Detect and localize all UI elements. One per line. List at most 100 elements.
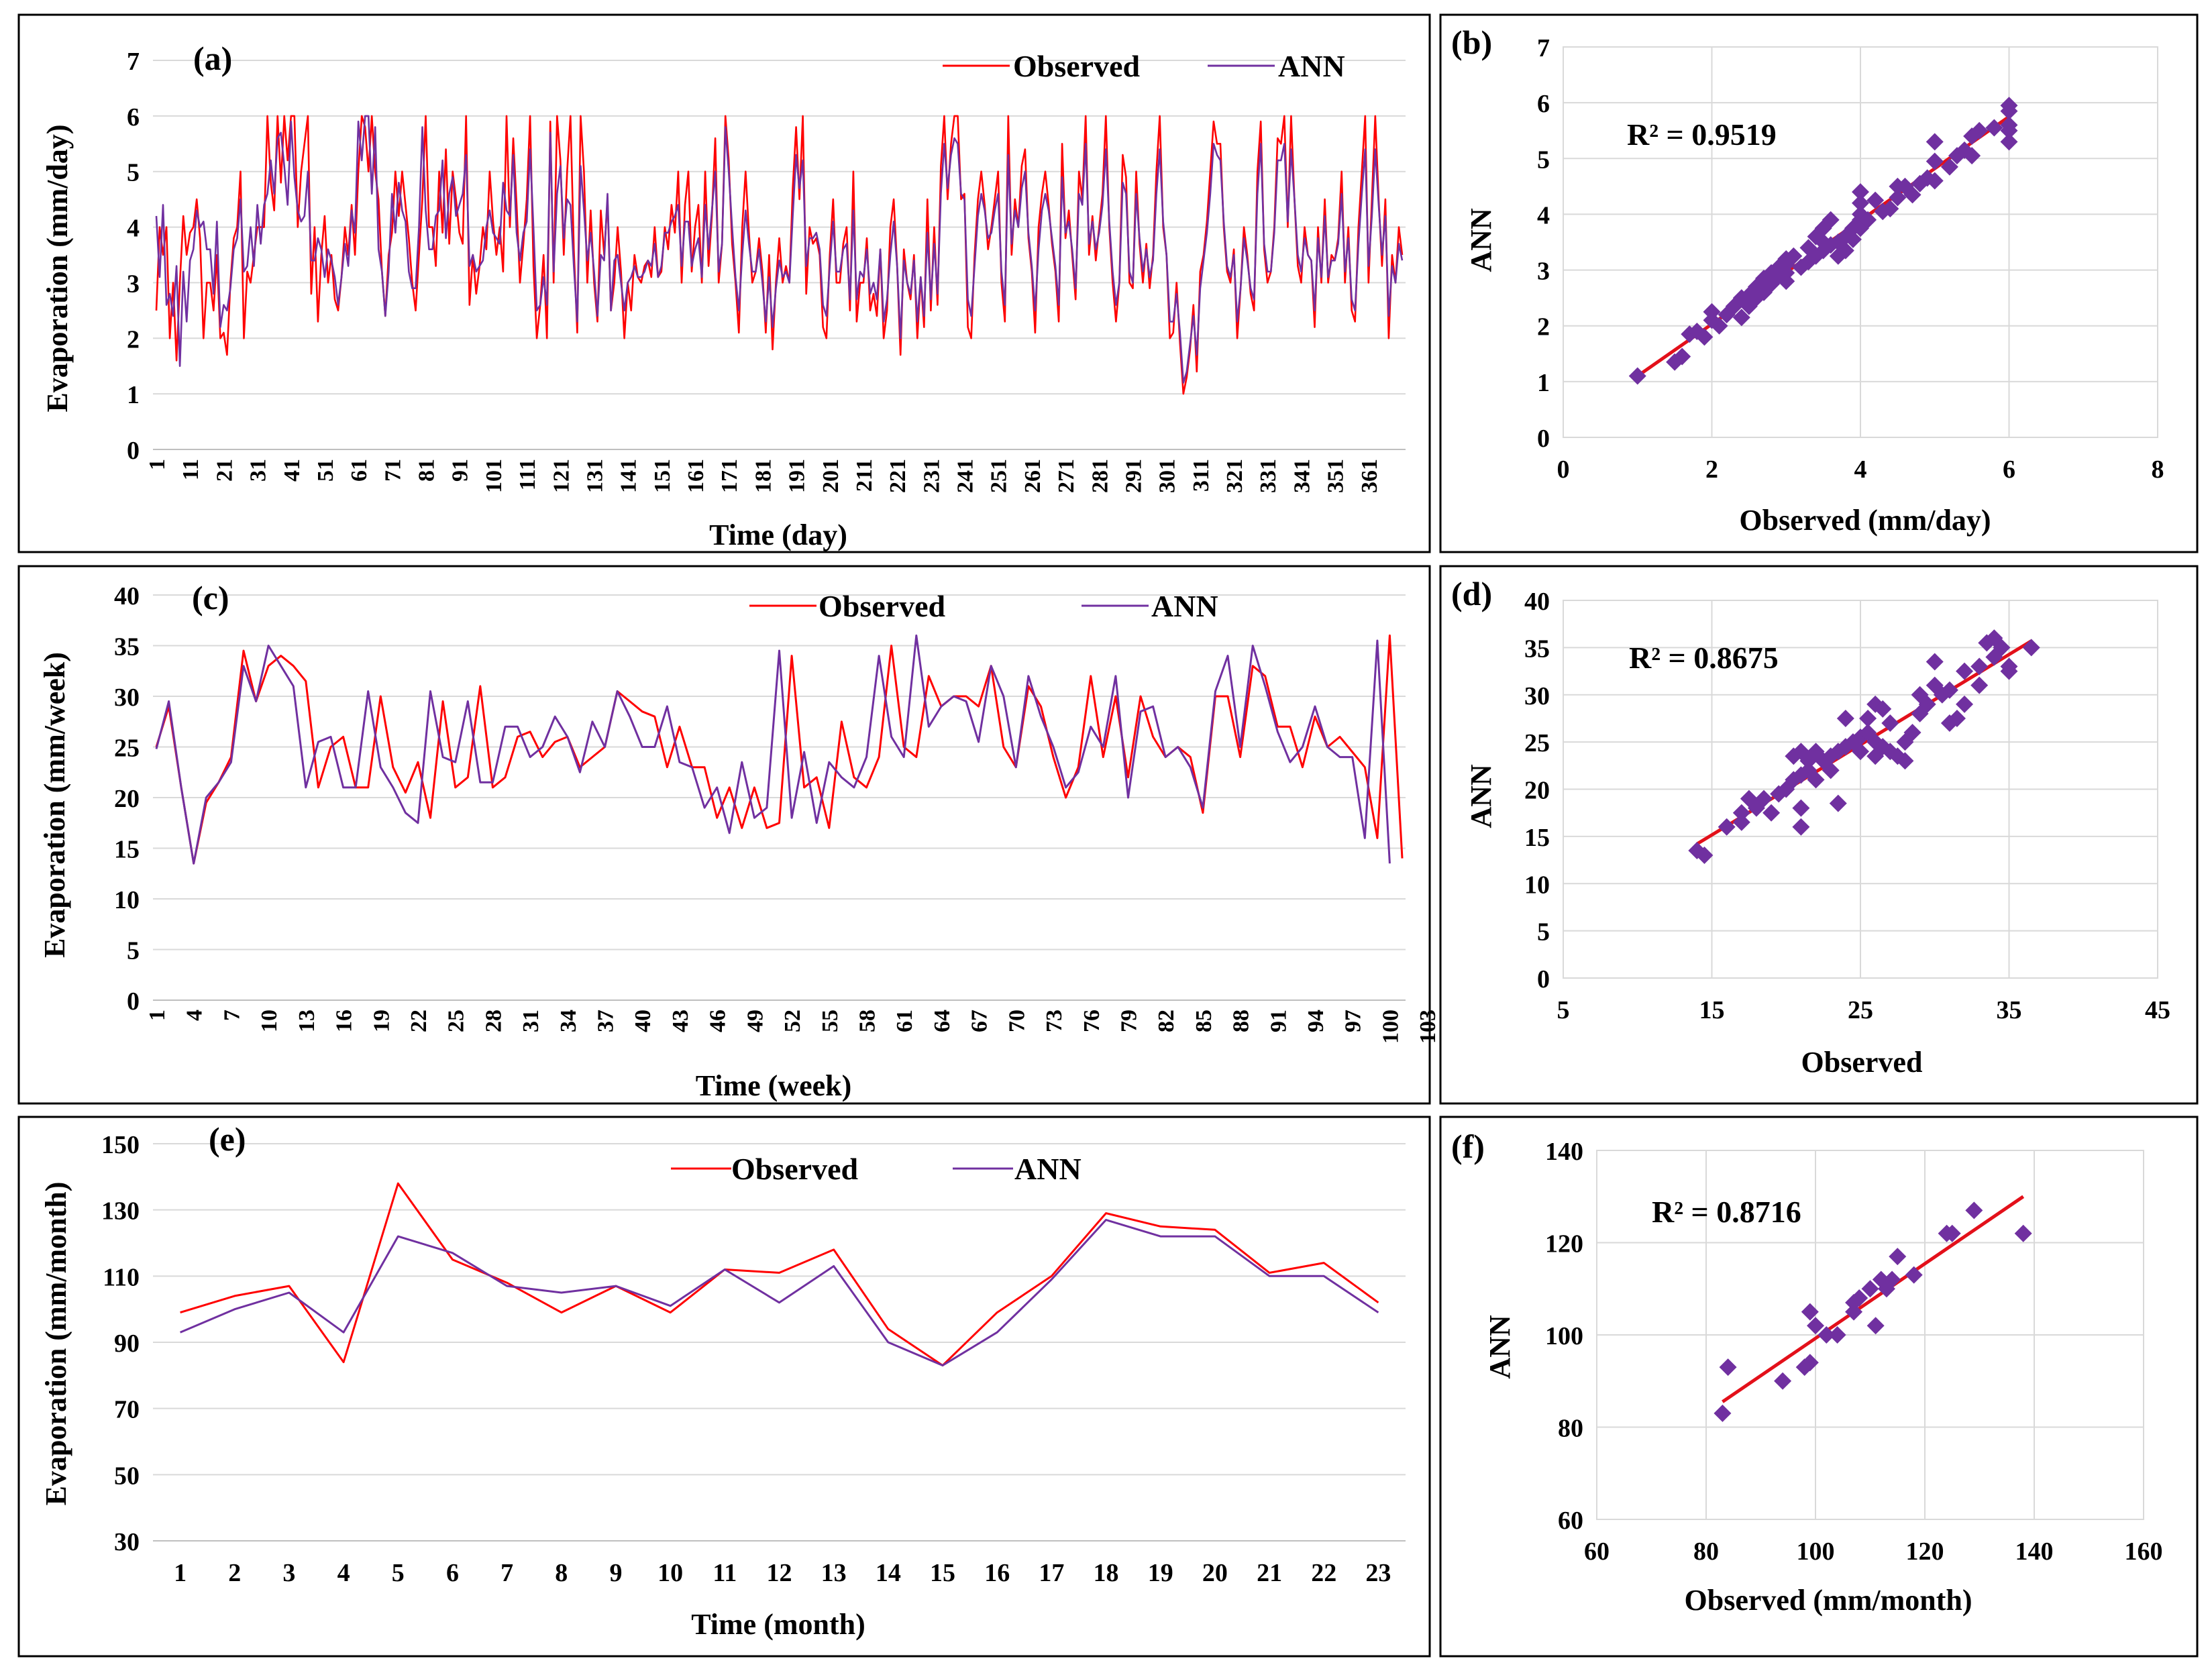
panel-a-xtick: 51 xyxy=(313,459,338,482)
panel-b-label: (b) xyxy=(1451,23,1492,61)
panel-d-ytick: 15 xyxy=(1524,824,1550,852)
panel-e-ytick: 90 xyxy=(114,1330,140,1358)
panel-b-point xyxy=(1852,183,1869,201)
panel-a-xtick: 1 xyxy=(145,459,170,470)
panel-e-xtick: 5 xyxy=(392,1559,405,1587)
panel-b-point xyxy=(1695,328,1714,346)
panel-c-xtick: 31 xyxy=(519,1010,543,1032)
panel-d-label: (d) xyxy=(1451,575,1492,612)
panel-a-legend: Observed ANN xyxy=(943,49,1345,83)
panel-a-xtick: 281 xyxy=(1088,459,1112,493)
panel-e-xlabel: Time (month) xyxy=(691,1608,865,1641)
panel-a-xtick: 121 xyxy=(549,459,574,493)
panel-f-point xyxy=(1965,1201,1983,1220)
panel-b-ytick: 4 xyxy=(1537,201,1550,229)
panel-f: 60 80 100 120 140 60 80 100 120 140 160 (f) R² = 0… xyxy=(1451,1128,2163,1617)
panel-f-point xyxy=(1943,1224,1961,1242)
panel-d-r2: R² = 0.8675 xyxy=(1629,641,1779,675)
panel-b-ytick: 6 xyxy=(1537,90,1550,118)
panel-e-xtick: 9 xyxy=(609,1559,622,1587)
panel-a-xtick: 251 xyxy=(987,459,1012,493)
panel-c-xtick: 61 xyxy=(892,1010,917,1032)
panel-c-ytick: 40 xyxy=(114,582,140,610)
panel-f-point xyxy=(2014,1224,2032,1242)
panel-d-ylabel: ANN xyxy=(1465,764,1497,828)
panel-a-xtick: 361 xyxy=(1357,459,1382,493)
panel-d-point xyxy=(1695,847,1714,865)
panel-d-plot-area xyxy=(1563,600,2158,979)
panel-f-xtick: 80 xyxy=(1693,1537,1719,1566)
panel-c-xtick: 73 xyxy=(1042,1010,1067,1032)
panel-b-point xyxy=(1852,194,1869,212)
panel-c-xtick: 55 xyxy=(818,1010,843,1032)
panel-e-legend: Observed ANN xyxy=(671,1152,1082,1186)
panel-d-point xyxy=(1822,761,1840,779)
panel-a-xtick: 11 xyxy=(178,459,203,480)
panel-c-xtick: 37 xyxy=(594,1010,619,1032)
panel-e-xtick: 2 xyxy=(228,1559,241,1587)
panel-f-xtick: 160 xyxy=(2125,1537,2163,1566)
panel-a-ylabel: Evaporation (mm/day) xyxy=(41,125,74,413)
panel-b: 0 1 2 3 4 5 6 7 0 2 4 6 8 (b) R² = 0.9519 ANN Observ… xyxy=(1451,23,2164,537)
panel-f-point xyxy=(1850,1289,1868,1307)
panel-c-xtick: 58 xyxy=(855,1010,880,1032)
panel-a-xtick: 321 xyxy=(1222,459,1247,493)
panel-b-xtick: 6 xyxy=(2003,455,2015,484)
panel-b-xtick: 8 xyxy=(2152,455,2164,484)
panel-b-plot-area xyxy=(1563,46,2158,438)
panel-c-ytick: 5 xyxy=(127,937,140,965)
panel-e-legend-observed: Observed xyxy=(731,1152,859,1186)
panel-c-xtick: 22 xyxy=(407,1010,431,1032)
panel-b-point xyxy=(1985,119,2003,137)
panel-b-xtick: 0 xyxy=(1557,455,1570,484)
panel-f-point xyxy=(1861,1280,1879,1298)
panel-d-point xyxy=(1762,804,1781,822)
panel-d-point xyxy=(1970,676,1989,694)
panel-c-ytick: 30 xyxy=(114,684,140,712)
panel-d-point xyxy=(1993,639,2011,657)
panel-b-point xyxy=(1703,303,1721,321)
panel-a-legend-ann: ANN xyxy=(1278,49,1345,83)
panel-b-point xyxy=(1859,211,1877,229)
panel-c-series-observed xyxy=(155,634,1404,865)
panel-d-point xyxy=(1940,681,1958,699)
panel-c-legend-observed: Observed xyxy=(819,589,946,623)
panel-c-xtick: 46 xyxy=(706,1010,731,1032)
panel-e-ytick: 70 xyxy=(114,1396,140,1424)
panel-a-xtick: 71 xyxy=(380,459,405,482)
panel-c-xtick: 7 xyxy=(219,1010,244,1021)
panel-c-xtick: 88 xyxy=(1229,1010,1254,1032)
panel-a-xtick: 21 xyxy=(212,459,237,482)
panel-d-point xyxy=(2000,662,2018,680)
panel-f-r2: R² = 0.8716 xyxy=(1652,1195,1801,1229)
panel-e-xtick: 17 xyxy=(1039,1559,1064,1587)
panel-d-ytick: 10 xyxy=(1524,871,1550,899)
panel-d-ytick: 40 xyxy=(1524,588,1550,616)
panel-e-xtick: 13 xyxy=(821,1559,847,1587)
panel-e-series-observed xyxy=(180,1182,1379,1366)
panel-b-point xyxy=(1836,241,1854,260)
panel-f-point xyxy=(1818,1326,1836,1344)
panel-a-ytick: 7 xyxy=(127,48,140,76)
panel-b-ylabel: ANN xyxy=(1465,208,1497,272)
panel-a-ytick: 0 xyxy=(127,437,140,465)
panel-c-legend: Observed ANN xyxy=(749,589,1218,623)
panel-b-point xyxy=(1940,158,1958,176)
panel-f-point xyxy=(1905,1266,1923,1284)
panel-f-frame xyxy=(1439,1116,2199,1658)
panel-b-ytick: 3 xyxy=(1537,258,1550,286)
panel-c-ytick: 10 xyxy=(114,886,140,914)
panel-b-point xyxy=(1926,152,1944,170)
panel-d-point xyxy=(1792,818,1810,836)
panel-c-xtick: 100 xyxy=(1378,1010,1403,1044)
panel-d-ytick: 5 xyxy=(1537,918,1550,947)
panel-b-point xyxy=(2000,133,2018,151)
panel-f-point xyxy=(1801,1303,1819,1321)
panel-e-xtick: 6 xyxy=(446,1559,459,1587)
panel-b-point xyxy=(1926,172,1944,190)
panel-d-ytick: 20 xyxy=(1524,777,1550,805)
panel-d-xtick: 45 xyxy=(2145,996,2170,1024)
panel-c-xtick: 19 xyxy=(369,1010,394,1032)
panel-c-xtick: 67 xyxy=(967,1010,992,1032)
